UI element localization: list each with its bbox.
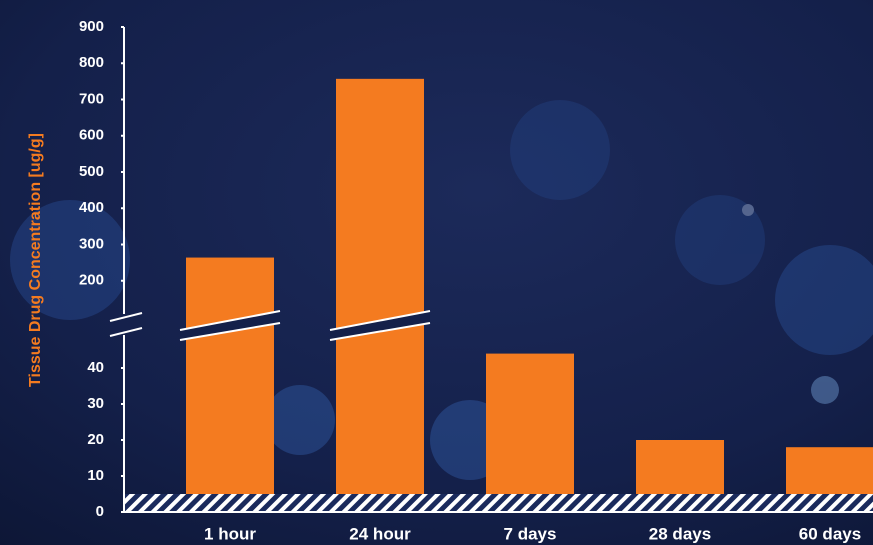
bar — [486, 353, 574, 512]
y-tick-label: 20 — [87, 431, 104, 448]
x-tick-label: 1 hour — [204, 524, 256, 543]
y-tick-label: 600 — [79, 127, 104, 144]
y-tick-label: 40 — [87, 359, 104, 376]
y-tick-label: 200 — [79, 272, 104, 289]
y-tick-label: 500 — [79, 163, 104, 180]
x-tick-label: 24 hour — [349, 524, 411, 543]
bar — [336, 78, 424, 513]
hatched-band — [124, 494, 873, 512]
x-tick-label: 28 days — [649, 524, 711, 543]
break-line — [329, 310, 431, 331]
break-line — [179, 322, 281, 341]
y-tick-label: 400 — [79, 199, 104, 216]
axis-break — [109, 327, 143, 337]
x-tick-label: 7 days — [504, 524, 557, 543]
bar — [186, 257, 274, 512]
y-axis-label: Tissue Drug Concentration [ug/g] — [27, 133, 44, 387]
x-tick-label: 60 days — [799, 524, 861, 543]
break-line — [179, 310, 281, 331]
y-tick-label: 900 — [79, 18, 104, 35]
break-line — [329, 322, 431, 341]
axis-break — [109, 312, 143, 322]
break-gap — [180, 311, 280, 340]
y-tick-label: 10 — [87, 467, 104, 484]
y-tick-label: 800 — [79, 54, 104, 71]
break-gap — [330, 311, 430, 340]
y-tick-label: 300 — [79, 235, 104, 252]
y-tick-label: 0 — [96, 503, 104, 520]
y-tick-label: 700 — [79, 90, 104, 107]
y-tick-label: 30 — [87, 395, 104, 412]
